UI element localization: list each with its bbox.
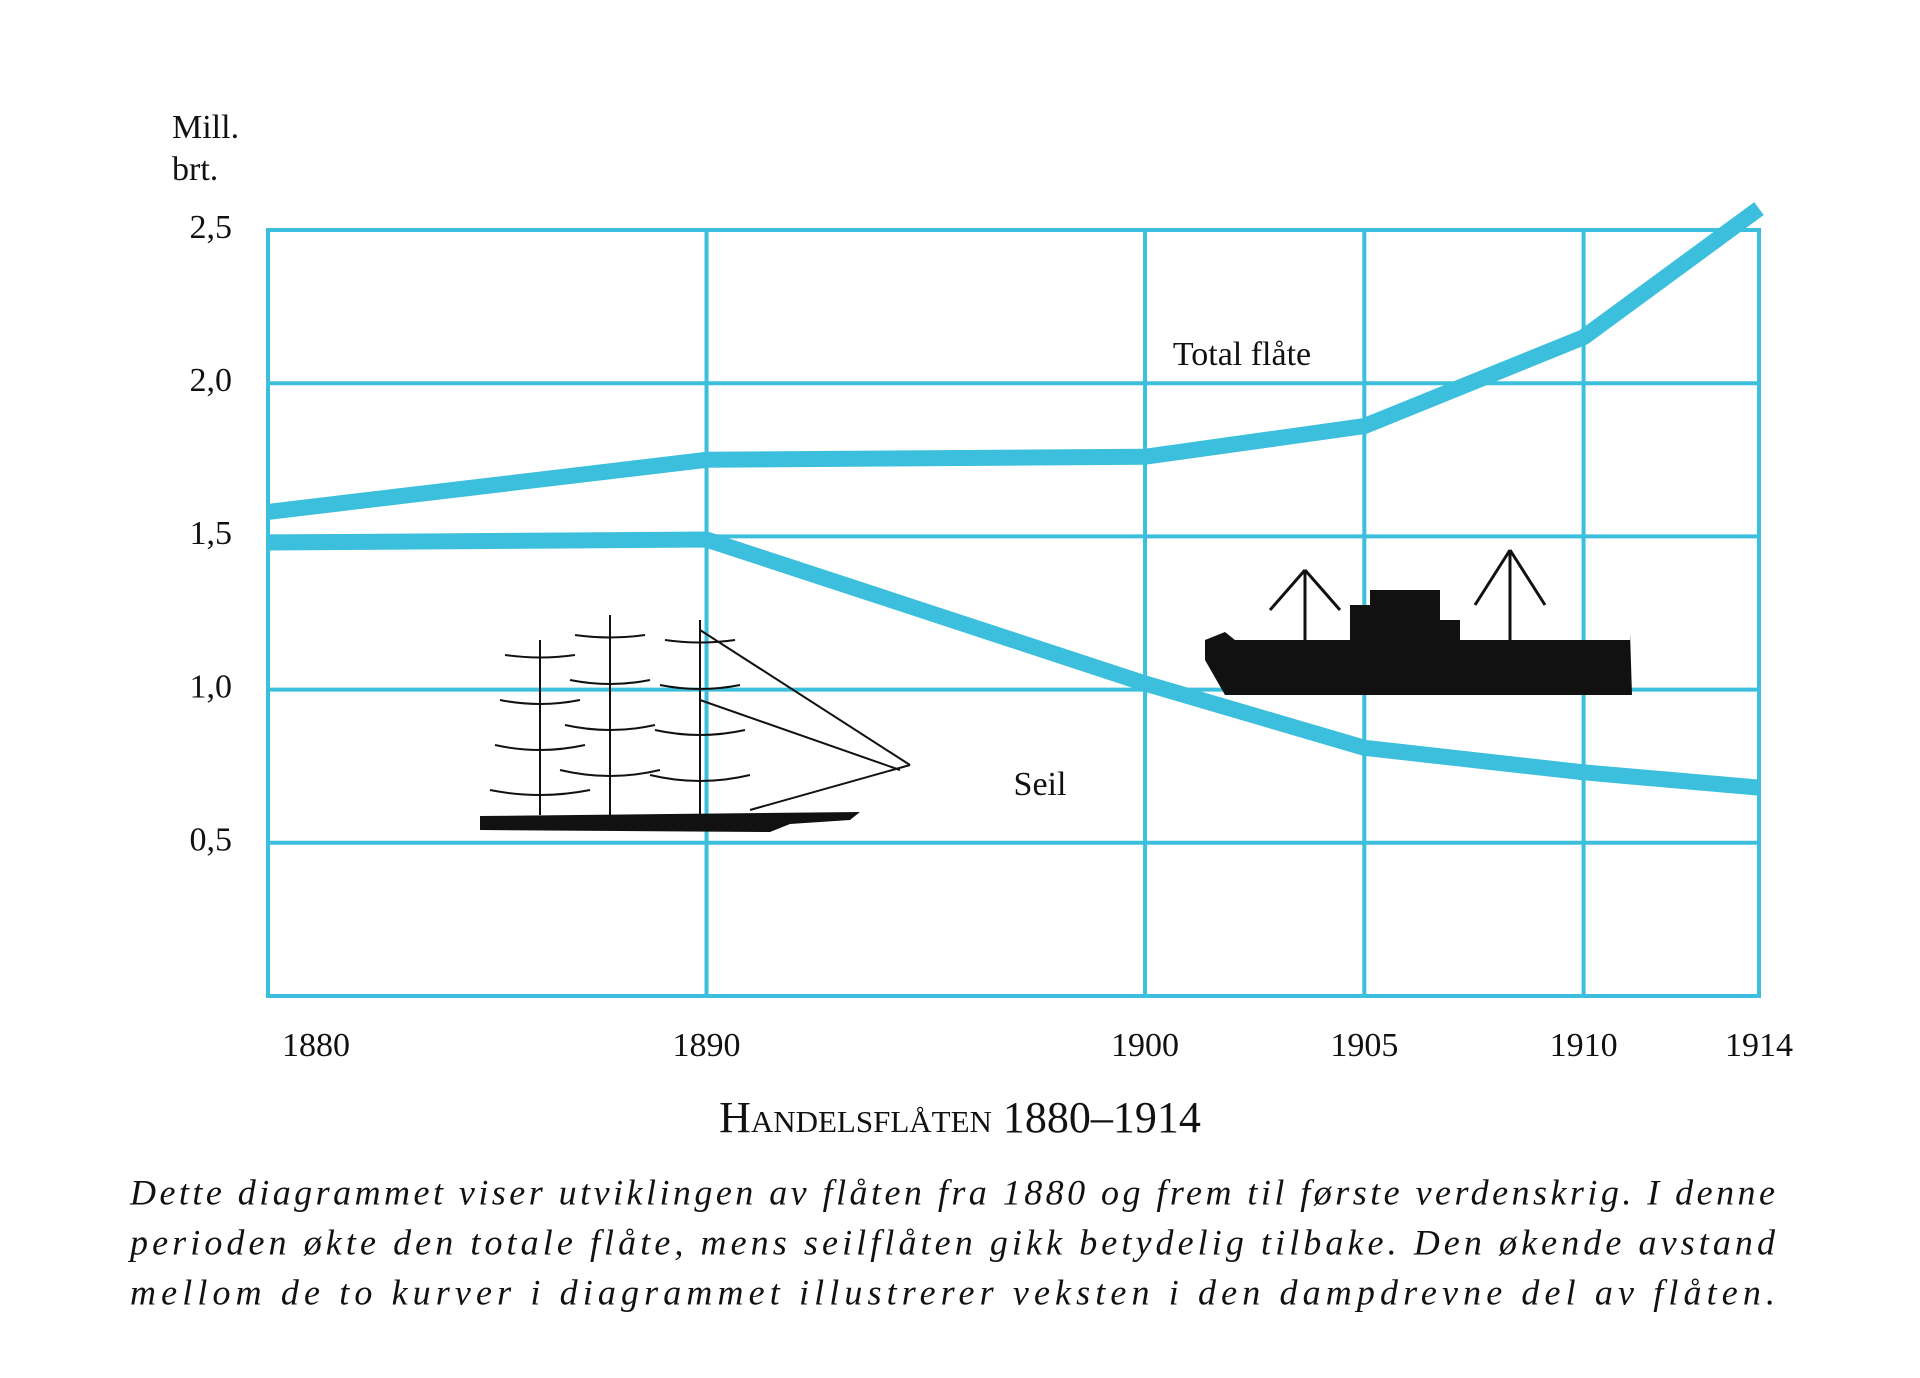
- x-tick-label: 1890: [673, 1027, 741, 1064]
- data-line: [267, 531, 1760, 796]
- series-label: Total flåte: [1173, 336, 1311, 373]
- x-tick-label: 1914: [1725, 1027, 1793, 1064]
- y-tick-label: 2,5: [190, 209, 233, 246]
- caption-line: Dette diagrammet viser utviklingen av fl…: [129, 1172, 1775, 1212]
- x-tick-label: 1910: [1550, 1027, 1618, 1064]
- caption-line: mellom de to kurver i diagrammet illustr…: [130, 1272, 1775, 1312]
- x-tick-label: 1880: [282, 1027, 350, 1064]
- steamship: [1205, 549, 1632, 695]
- sailing-ship: [480, 615, 911, 832]
- y-tick-label: 1,5: [190, 515, 233, 552]
- data-line: [267, 202, 1764, 520]
- y-tick-label: 2,0: [190, 362, 233, 399]
- series-label: Seil: [1014, 766, 1067, 803]
- x-tick-label: 1900: [1111, 1027, 1179, 1064]
- y-axis-label: Mill.: [172, 109, 239, 146]
- y-tick-label: 1,0: [190, 668, 233, 705]
- chart-title: Handelsflåten 1880–1914: [719, 1093, 1201, 1142]
- x-tick-label: 1905: [1330, 1027, 1398, 1064]
- y-axis-label: brt.: [172, 151, 218, 188]
- y-tick-label: 0,5: [190, 822, 233, 859]
